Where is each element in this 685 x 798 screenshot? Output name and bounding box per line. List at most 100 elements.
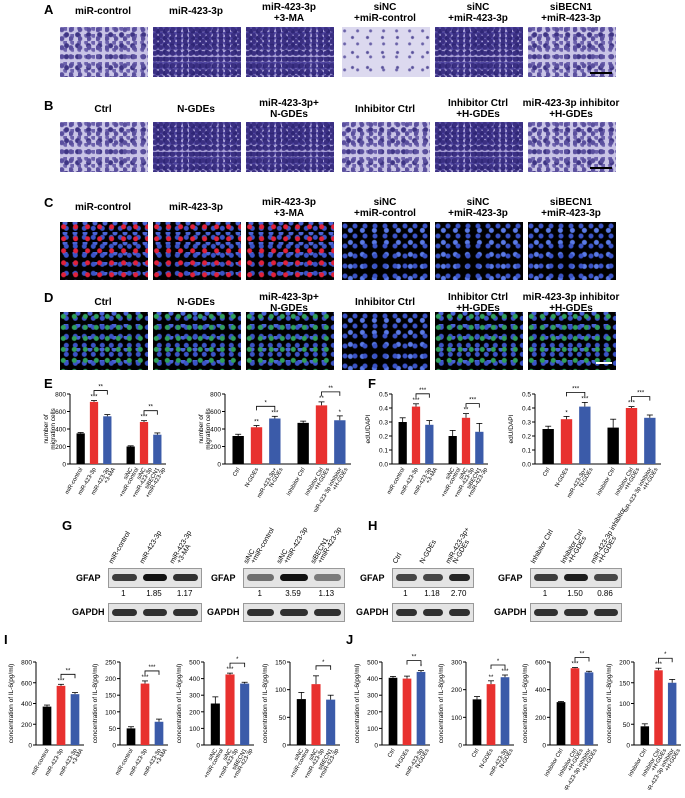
blot-lane-label: +miR-423-3p [283,526,310,565]
significance-mark: ** [489,675,494,681]
caption-d-6: miR-423-3p inhibitor +H-GDEs [522,292,620,314]
y-tick-label: 200 [451,687,462,694]
y-axis-label: concentration of IL-8(pg/ml) [262,664,269,743]
blot-band [449,608,470,616]
significance-mark: *** [57,678,65,684]
bar [579,406,591,464]
category-label: N-GDEs [554,467,570,489]
blot-lane-label: miR-423-3p [138,529,163,565]
blot-band [280,608,308,616]
y-tick-label: 300 [189,693,200,700]
blot-band [564,608,588,616]
comparison-bracket [566,392,586,397]
category-label: siNC [458,467,469,481]
bar [644,417,656,464]
bar [89,401,99,464]
y-tick-label: 600 [55,409,66,416]
bar [500,677,510,745]
significance-mark: *** [271,410,279,416]
caption-a-1: miR-control [74,6,132,17]
significance-mark: *** [141,675,149,681]
blot-protein-label: GFAP [211,573,236,583]
fluorescence-d-3 [246,312,334,370]
category-label: siNC [222,748,233,762]
bracket-significance: *** [469,398,477,404]
bar [76,433,85,464]
y-tick-label: 200 [189,709,200,716]
caption-d-5: Inhibitor Ctrl +H-GDEs [448,292,508,314]
blot-protein-label: GFAP [360,573,385,583]
caption-d-3: miR-423-3p+ N-GDEs [259,292,319,314]
y-tick-label: 800 [55,392,66,399]
comparison-bracket [60,673,76,679]
y-tick-label: 0.5 [379,392,388,399]
bracket-significance: ** [148,405,153,411]
significance-mark: *** [226,667,234,673]
bar [269,418,281,464]
y-tick-label: 100 [275,687,286,694]
caption-a-5: siNC +miR-423-3p [448,2,508,24]
y-tick-label: 0 [626,743,630,750]
bar [640,726,650,745]
blot-band [142,608,168,616]
significance-mark: *** [581,396,589,402]
micrograph-a-2 [153,27,241,77]
bar [326,699,336,745]
category-label: Inhibitor Ctrl [596,467,617,497]
y-tick-label: 400 [189,676,200,683]
blot-band [594,574,618,581]
y-tick-label: 800 [210,392,221,399]
significance-mark: *** [90,395,98,401]
significance-mark: * [339,410,342,416]
fluorescence-c-5 [435,222,523,280]
y-tick-label: 0 [458,743,462,750]
y-tick-label: 400 [367,676,378,683]
caption-a-3: miR-423-3p +3-MA [262,2,316,24]
comparison-bracket [256,405,276,411]
micrograph-a-6 [528,27,616,77]
y-tick-label: 400 [535,687,546,694]
blot-band [247,608,275,616]
bar [140,683,150,745]
comparison-bracket [321,391,341,396]
comparison-bracket [144,670,160,675]
panel-letter-f: F [368,376,376,391]
blot-lane-label: Inhibitor Ctrl [529,528,555,565]
fluorescence-c-1 [60,222,148,280]
bar [70,694,80,745]
bar [570,668,580,745]
fluorescence-c-4 [342,222,430,280]
bar [334,420,346,464]
panel-letter-e: E [44,376,53,391]
panel-letter-g: G [62,518,73,533]
blot-band [594,608,618,616]
y-tick-label: 150 [275,660,286,667]
category-label: siNC [136,467,147,481]
blot-band [422,608,444,616]
blot-band [449,574,470,581]
micrograph-a-1 [60,27,148,77]
category-label: N-GDEs [244,467,260,489]
y-axis-label: migration cells [50,407,57,449]
blot-band [142,574,168,581]
fluorescence-d-2 [153,312,241,370]
y-axis-label: edU/DAPI [508,414,515,443]
y-tick-label: 0.0 [522,462,531,469]
bracket-significance: * [664,652,667,658]
comparison-bracket [315,665,332,670]
y-axis-label: number of [43,414,50,443]
y-axis-label: number of [198,414,205,443]
y-tick-label: 500 [189,660,200,667]
y-tick-label: 600 [535,660,546,667]
fluorescence-d-6 [528,312,616,370]
bracket-significance: * [322,660,325,666]
comparison-bracket [631,396,651,401]
chart-j-il6-1: 0 100 200 300 400 500 concentration of IL-6(pg… [354,655,431,778]
bracket-significance: ** [412,655,417,661]
blot-strip-gfap [108,568,202,588]
caption-a-4: siNC +miR-control [354,2,416,24]
blot-strip-gapdh [243,603,345,622]
blot-control-label: GAPDH [356,607,389,617]
